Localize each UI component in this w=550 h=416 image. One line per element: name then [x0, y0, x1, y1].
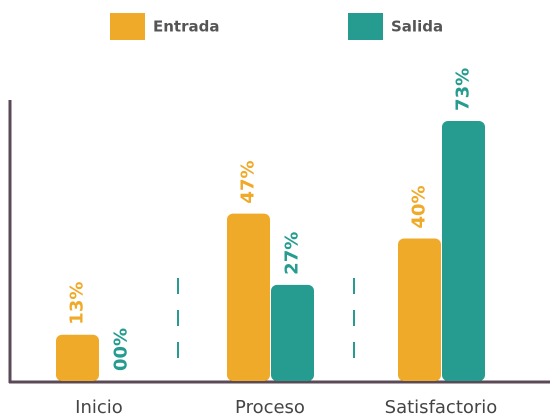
value-label: 27%: [282, 232, 303, 275]
x-tick-label: Proceso: [235, 397, 305, 416]
value-label: 40%: [409, 185, 430, 228]
bar: [442, 120, 485, 381]
legend-swatch: [348, 13, 383, 40]
value-label: 73%: [453, 68, 474, 111]
value-label: 47%: [238, 160, 259, 203]
bar: [271, 284, 314, 381]
legend-label: Entrada: [153, 18, 219, 36]
bar: [398, 238, 441, 381]
value-label: 13%: [67, 282, 88, 325]
bar: [227, 213, 270, 381]
legend-swatch: [110, 13, 145, 40]
x-tick-label: Inicio: [75, 397, 123, 416]
bar: [56, 334, 99, 381]
x-tick-label: Satisfactorio: [385, 397, 498, 416]
legend-label: Salida: [391, 18, 443, 36]
value-label: 00%: [111, 328, 132, 371]
